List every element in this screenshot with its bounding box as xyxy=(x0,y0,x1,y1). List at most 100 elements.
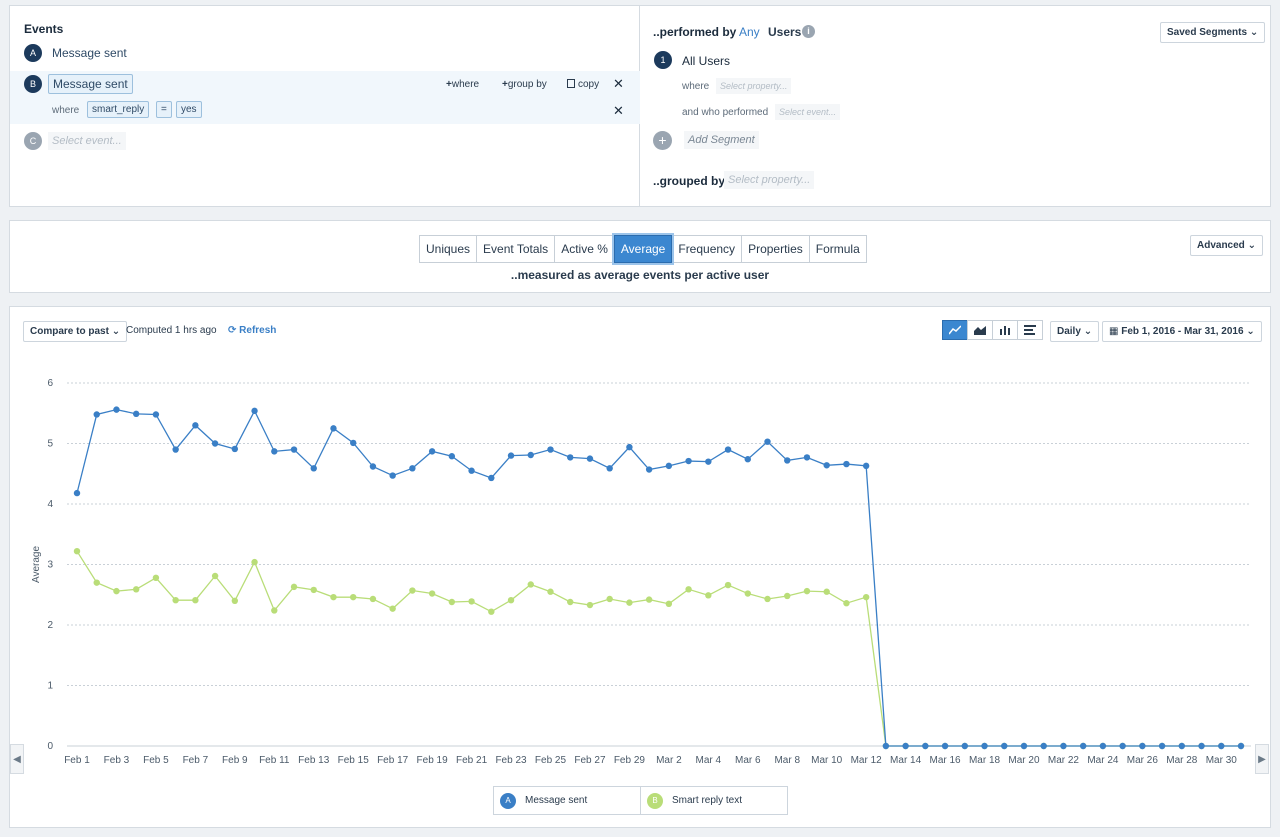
data-point xyxy=(1139,742,1146,750)
event-name[interactable]: Message sent xyxy=(48,74,133,94)
add-segment-button[interactable]: Add Segment xyxy=(684,131,759,149)
x-tick-label: Feb 3 xyxy=(104,755,130,766)
add-where-button[interactable]: +where xyxy=(446,79,480,90)
x-tick-label: Mar 2 xyxy=(656,755,682,766)
data-point xyxy=(231,445,239,453)
data-point xyxy=(448,598,456,606)
compare-label: Compare to past xyxy=(30,326,109,337)
data-point xyxy=(685,457,692,465)
data-point xyxy=(488,474,495,482)
x-tick-label: Mar 4 xyxy=(696,755,722,766)
segment-name[interactable]: All Users xyxy=(682,54,731,68)
event-row-a[interactable]: A Message sent xyxy=(10,44,640,66)
interval-dropdown[interactable]: Daily ⌄ xyxy=(1050,321,1100,342)
data-point xyxy=(330,425,337,432)
x-tick-label: Mar 16 xyxy=(930,755,962,766)
grouped-by-input[interactable]: Select property... xyxy=(724,171,815,189)
tab-event-totals[interactable]: Event Totals xyxy=(476,235,556,263)
date-range-dropdown[interactable]: ▦ Feb 1, 2016 - Mar 31, 2016 ⌄ xyxy=(1102,321,1262,342)
data-point xyxy=(685,586,692,593)
tab-properties[interactable]: Properties xyxy=(741,235,810,263)
filter-property-chip[interactable]: smart_reply xyxy=(87,101,150,118)
x-tick-label: Feb 25 xyxy=(535,755,567,766)
x-tick-label: Mar 24 xyxy=(1087,755,1119,766)
data-point xyxy=(93,579,100,586)
x-tick-label: Mar 22 xyxy=(1048,755,1080,766)
y-tick-label: 5 xyxy=(47,439,53,450)
event-letter-badge: C xyxy=(24,132,42,150)
data-point xyxy=(93,411,100,418)
data-point xyxy=(428,448,436,455)
remove-filter-icon[interactable]: ✕ xyxy=(613,103,624,118)
chart-prev-button[interactable]: ◀ xyxy=(10,744,24,774)
data-point xyxy=(428,590,436,597)
data-point xyxy=(73,547,81,555)
chevron-down-icon: ⌄ xyxy=(111,326,121,337)
x-tick-label: Mar 8 xyxy=(774,755,800,766)
line-chart: 0 1 2 3 4 5 6 Average Feb 1 Feb 3 Feb 5 Feb 7 Feb 9 F… xyxy=(31,378,1251,766)
select-event-input[interactable]: Select event... xyxy=(48,132,126,150)
chart-next-button[interactable]: ▶ xyxy=(1255,744,1269,774)
tab-active-percent[interactable]: Active % xyxy=(554,235,615,263)
filter-value-chip[interactable]: yes xyxy=(176,101,202,118)
event-letter-badge: A xyxy=(24,44,42,62)
data-point xyxy=(547,446,554,453)
table-view-button[interactable] xyxy=(1017,320,1043,340)
data-point xyxy=(724,446,732,453)
legend-badge: A xyxy=(500,792,516,809)
copy-button[interactable]: copy xyxy=(567,79,599,90)
filter-operator-chip[interactable]: = xyxy=(156,101,172,118)
data-point xyxy=(1060,742,1067,750)
area-chart-icon xyxy=(974,326,986,335)
data-point xyxy=(705,592,712,599)
x-tick-label: Mar 6 xyxy=(735,755,761,766)
group-by-button[interactable]: +group by xyxy=(502,79,547,90)
copy-icon xyxy=(567,79,575,88)
data-point xyxy=(1079,742,1087,750)
data-point xyxy=(823,588,830,595)
tab-frequency[interactable]: Frequency xyxy=(671,235,743,263)
copy-label: copy xyxy=(578,79,600,90)
data-point xyxy=(862,593,870,601)
tab-average[interactable]: Average xyxy=(613,235,673,263)
bar-chart-view-button[interactable] xyxy=(992,320,1018,340)
x-tick-label: Feb 15 xyxy=(338,755,370,766)
tab-uniques[interactable]: Uniques xyxy=(419,235,478,263)
x-tick-label: Feb 7 xyxy=(183,755,209,766)
legend-item-a[interactable]: A Message sent xyxy=(494,787,640,814)
tab-formula[interactable]: Formula xyxy=(808,235,867,263)
refresh-label: Refresh xyxy=(239,325,277,336)
x-tick-label: Feb 23 xyxy=(495,755,527,766)
saved-segments-dropdown[interactable]: Saved Segments ⌄ xyxy=(1160,22,1266,43)
x-tick-label: Mar 28 xyxy=(1166,755,1198,766)
remove-event-icon[interactable]: ✕ xyxy=(613,76,624,91)
group-by-label: group by xyxy=(507,79,547,90)
info-icon[interactable]: i xyxy=(802,25,815,38)
query-builder-panel: Events A Message sent B Message sent +wh… xyxy=(9,5,1271,207)
who-performed-input[interactable]: Select event... xyxy=(775,104,841,120)
legend-item-b[interactable]: B Smart reply text xyxy=(640,787,787,814)
x-tick-label: Mar 14 xyxy=(890,755,922,766)
y-tick-label: 6 xyxy=(47,378,53,389)
data-point xyxy=(744,590,751,597)
segment-number-badge: 1 xyxy=(654,51,672,69)
y-axis-label: Average xyxy=(31,546,42,584)
add-segment-icon[interactable]: + xyxy=(653,131,672,150)
compare-to-past-dropdown[interactable]: Compare to past ⌄ xyxy=(23,321,128,342)
data-point xyxy=(231,597,239,604)
segment-where-input[interactable]: Select property... xyxy=(716,78,792,94)
x-tick-label: Mar 30 xyxy=(1206,755,1238,766)
area-chart-view-button[interactable] xyxy=(967,320,993,340)
data-point xyxy=(113,406,120,413)
users-dropdown[interactable]: Users xyxy=(768,25,802,39)
any-dropdown[interactable]: Any xyxy=(739,25,760,39)
data-point xyxy=(271,607,278,614)
refresh-button[interactable]: ⟳ Refresh xyxy=(228,325,276,336)
data-point xyxy=(389,472,396,479)
data-point xyxy=(645,596,653,603)
data-point xyxy=(586,601,594,609)
advanced-dropdown[interactable]: Advanced ⌄ xyxy=(1190,235,1263,256)
legend-label: Smart reply text xyxy=(672,795,743,806)
data-point xyxy=(784,457,791,464)
event-name[interactable]: Message sent xyxy=(52,46,127,60)
